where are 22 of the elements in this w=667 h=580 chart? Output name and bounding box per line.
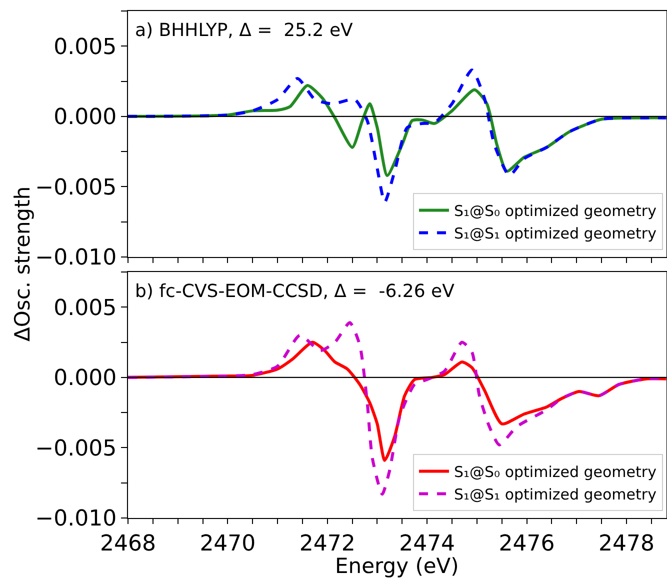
- x-axis-title: Energy (eV): [335, 554, 459, 578]
- x-tick-label: 2472: [299, 531, 356, 556]
- x-tick-label: 2470: [200, 531, 256, 556]
- y-tick-label: 0.005: [54, 296, 117, 321]
- y-tick-label: 0.000: [54, 366, 117, 392]
- x-tick-label: 2478: [598, 531, 654, 556]
- y-axis-title: ΔOsc. strength: [10, 186, 34, 342]
- legend-label: S₁@S₀ optimized geometry: [454, 202, 657, 220]
- y-tick-label: −0.005: [35, 175, 117, 200]
- y-tick-label: 0.005: [54, 34, 117, 60]
- legend-label: S₁@S₀ optimized geometry: [454, 463, 657, 482]
- text: a) BHHLYP, Δ = 25.2 eV: [135, 20, 354, 41]
- legend-label: S₁@S₁ optimized geometry: [454, 486, 657, 504]
- y-tick-label: 0.000: [54, 105, 117, 130]
- x-tick-label: 2474: [399, 531, 456, 556]
- x-tick-label: 2468: [100, 531, 156, 556]
- x-tick-label: 2476: [498, 531, 555, 556]
- y-tick-label: −0.010: [35, 246, 117, 271]
- y-tick-label: −0.005: [35, 436, 117, 462]
- y-tick-label: −0.010: [35, 506, 117, 532]
- text: b) fc-CVS-EOM-CCSD, Δ = -6.26 eV: [135, 281, 456, 302]
- legend-label: S₁@S₁ optimized geometry: [454, 224, 657, 243]
